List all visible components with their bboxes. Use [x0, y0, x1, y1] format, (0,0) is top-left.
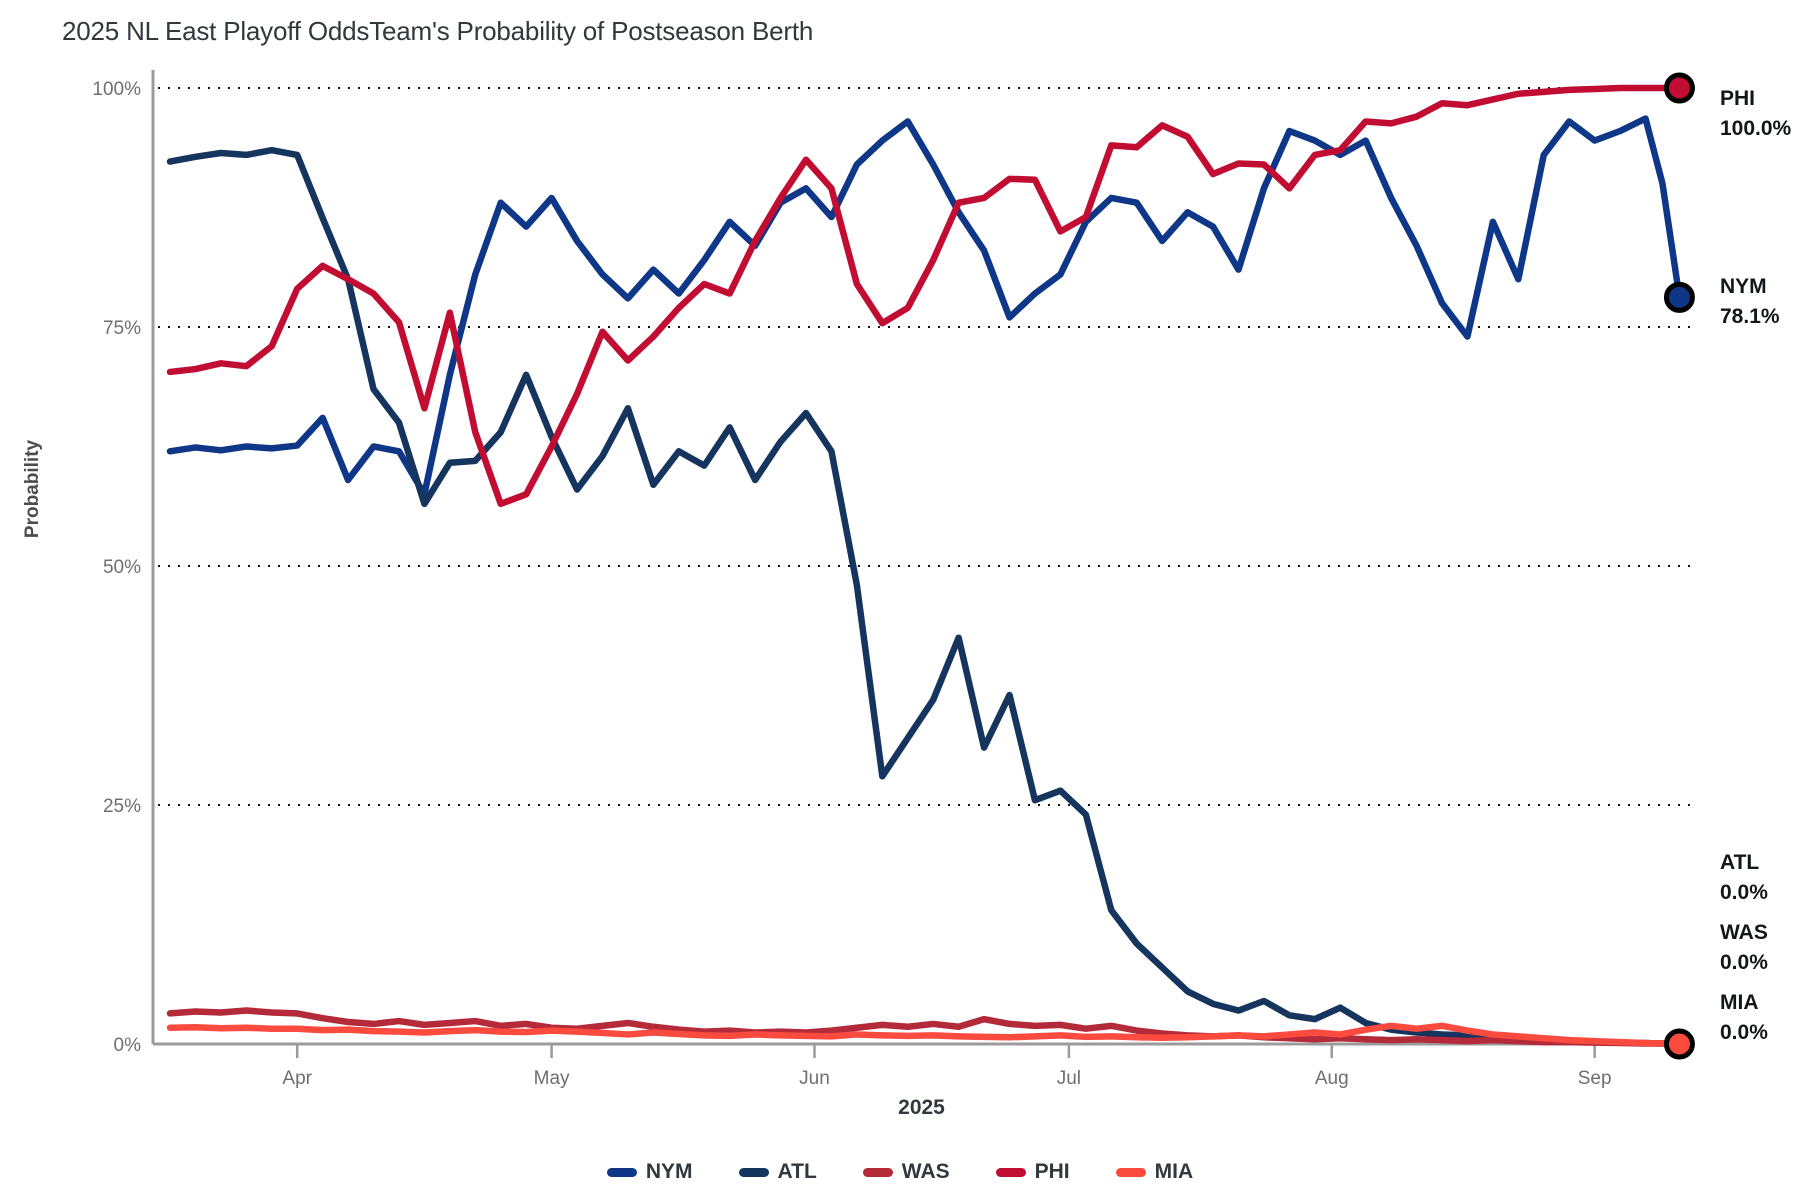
series-line-MIA[interactable] — [166, 1022, 1683, 1048]
end-label-value: 0.0% — [1720, 881, 1768, 904]
legend-swatch-PHI — [995, 1167, 1026, 1177]
x-tick-label-Jun: Jun — [799, 1068, 830, 1089]
end-label-team: WAS — [1720, 921, 1768, 944]
end-label-NYM: NYM 78.1% — [1720, 272, 1780, 332]
end-label-ATL: ATL 0.0% — [1720, 848, 1768, 908]
legend-swatch-ATL — [738, 1167, 769, 1177]
end-label-team: MIA — [1720, 991, 1759, 1014]
legend-label: NYM — [645, 1160, 693, 1183]
end-label-value: 0.0% — [1720, 1021, 1768, 1044]
series-line-PHI[interactable] — [166, 84, 1683, 508]
x-tick-label-May: May — [534, 1068, 570, 1089]
y-tick-label-100: 100% — [92, 79, 141, 100]
legend-label: ATL — [777, 1160, 817, 1183]
y-tick-label-75: 75% — [103, 318, 141, 339]
end-label-team: ATL — [1720, 851, 1760, 874]
legend-item-WAS[interactable]: WAS — [862, 1160, 950, 1184]
series-line-NYM[interactable] — [166, 115, 1683, 498]
series-line-ATL[interactable] — [166, 146, 1683, 1048]
legend-item-MIA[interactable]: MIA — [1115, 1160, 1194, 1184]
legend-item-ATL[interactable]: ATL — [738, 1160, 817, 1184]
y-tick-label-0: 0% — [114, 1035, 142, 1056]
end-label-team: PHI — [1720, 87, 1756, 110]
end-marker-MIA[interactable] — [1663, 1028, 1695, 1060]
y-tick-label-50: 50% — [103, 557, 141, 578]
legend-label: PHI — [1034, 1160, 1070, 1183]
legend-label: MIA — [1154, 1160, 1194, 1183]
end-label-value: 0.0% — [1720, 951, 1768, 974]
legend-swatch-MIA — [1115, 1167, 1146, 1177]
end-label-WAS: WAS 0.0% — [1720, 918, 1768, 978]
end-label-MIA: MIA 0.0% — [1720, 988, 1768, 1048]
x-tick-label-Apr: Apr — [282, 1068, 312, 1089]
x-axis-title: 2025 — [898, 1096, 945, 1119]
end-label-value: 100.0% — [1720, 117, 1792, 140]
chart-title: 2025 NL East Playoff OddsTeam's Probabil… — [62, 16, 814, 46]
legend-label: WAS — [901, 1160, 950, 1183]
x-tick-label-Aug: Aug — [1315, 1068, 1349, 1089]
x-tick-label-Sep: Sep — [1578, 1068, 1612, 1089]
end-label-PHI: PHI 100.0% — [1720, 84, 1791, 144]
end-marker-PHI[interactable] — [1663, 72, 1695, 104]
legend: NYM ATL WAS PHI MIA — [0, 1160, 1800, 1184]
legend-swatch-WAS — [862, 1167, 893, 1177]
end-label-value: 78.1% — [1720, 305, 1780, 328]
x-tick-label-Jul: Jul — [1057, 1068, 1081, 1089]
legend-item-PHI[interactable]: PHI — [995, 1160, 1070, 1184]
end-label-team: NYM — [1720, 275, 1767, 298]
y-tick-label-25: 25% — [103, 796, 141, 817]
legend-swatch-NYM — [606, 1167, 637, 1177]
series-line-WAS[interactable] — [166, 1007, 1683, 1048]
end-marker-NYM[interactable] — [1663, 281, 1695, 313]
legend-item-NYM[interactable]: NYM — [606, 1160, 693, 1184]
